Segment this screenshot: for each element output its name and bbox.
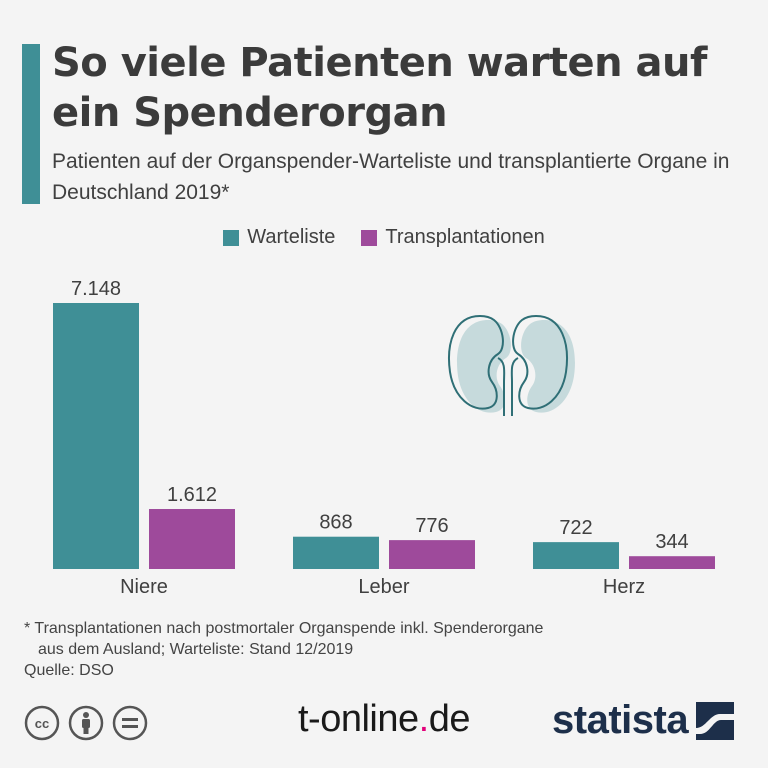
kidney-icon (448, 314, 575, 416)
license-icons: cc (24, 705, 148, 741)
legend-item-warteliste: Warteliste (223, 226, 335, 249)
data-label-niere-warteliste: 7.148 (71, 278, 121, 300)
accent-bar (22, 44, 40, 204)
data-label-leber-warteliste: 868 (319, 512, 352, 534)
tonline-logo: t-online.de (298, 698, 470, 741)
data-label-niere-transplantationen: 1.612 (167, 484, 217, 506)
bar-leber-transplantationen (389, 540, 475, 569)
tonline-dot: . (418, 698, 430, 740)
legend-swatch-warteliste (223, 229, 240, 246)
attribution-icon[interactable] (68, 705, 104, 741)
data-label-leber-transplantationen: 776 (415, 515, 448, 537)
category-label-leber: Leber (358, 576, 409, 598)
legend-label-warteliste: Warteliste (247, 226, 336, 248)
svg-text:cc: cc (35, 716, 49, 731)
category-label-herz: Herz (603, 576, 645, 598)
footnote-line-2: aus dem Ausland; Warteliste: Stand 12/20… (38, 641, 354, 658)
legend-swatch-transplantationen (361, 229, 378, 246)
data-label-herz-transplantationen: 344 (655, 531, 688, 553)
bar-niere-warteliste (53, 303, 139, 569)
statista-icon (696, 701, 735, 740)
footnote: * Transplantationen nach postmortaler Or… (24, 618, 744, 681)
data-label-herz-warteliste: 722 (559, 517, 592, 539)
bar-herz-transplantationen (629, 556, 715, 569)
tonline-name: t-online (298, 698, 419, 740)
cc-icon[interactable]: cc (24, 705, 60, 741)
footnote-line-1: * Transplantationen nach postmortaler Or… (24, 620, 544, 637)
chart-subtitle: Patienten auf der Organspender-Wartelist… (52, 150, 730, 204)
bar-niere-transplantationen (149, 509, 235, 569)
bar-leber-warteliste (293, 536, 379, 569)
chart-title: So viele Patienten warten auf ein Spende… (52, 40, 707, 136)
source-label: Quelle: DSO (24, 662, 114, 679)
statista-logo: statista (552, 698, 735, 743)
legend-label-transplantationen: Transplantationen (385, 226, 545, 248)
no-derivatives-icon[interactable] (112, 705, 148, 741)
bar-chart: 7.148 1.612 Niere 868 776 Leber 722 344 Herz (53, 278, 715, 598)
category-label-niere: Niere (120, 576, 168, 598)
tonline-tld: de (428, 698, 471, 740)
legend-item-transplantationen: Transplantationen (361, 226, 545, 249)
legend: Warteliste Transplantationen (0, 226, 768, 249)
bar-herz-warteliste (533, 542, 619, 569)
statista-wordmark: statista (552, 698, 689, 742)
